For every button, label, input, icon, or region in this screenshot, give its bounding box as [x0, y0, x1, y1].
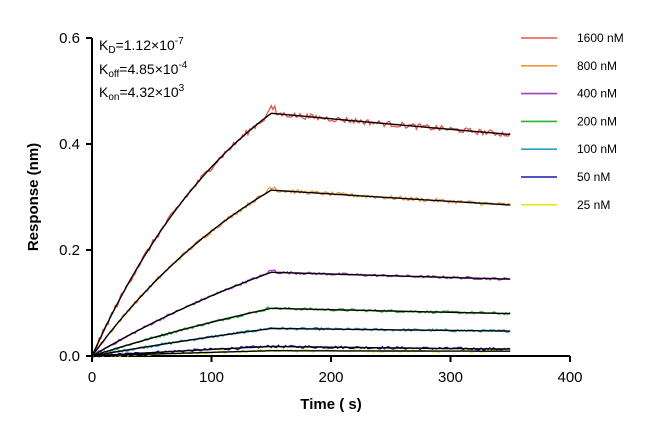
kon-annotation: Kon=4.32×103 — [99, 83, 185, 103]
series-trace — [91, 269, 511, 357]
x-tick-label: 400 — [557, 369, 582, 386]
legend-label: 1600 nM — [577, 31, 624, 45]
legend-label: 100 nM — [577, 142, 617, 156]
x-tick-label: 200 — [318, 369, 343, 386]
fit-curve — [91, 112, 511, 357]
legend-label: 200 nM — [577, 114, 617, 128]
y-tick-label: 0.6 — [59, 30, 80, 47]
legend-label: 25 nM — [577, 198, 610, 212]
fit-layer — [91, 112, 511, 357]
x-tick-label: 0 — [88, 369, 96, 386]
x-tick-label: 100 — [199, 369, 224, 386]
y-axis-title: Response (nm) — [25, 143, 42, 251]
fit-curve — [91, 345, 511, 357]
x-tick-label: 300 — [438, 369, 463, 386]
fit-curve — [91, 307, 511, 357]
fit-curve — [91, 327, 511, 357]
ticks: 0 100 200 300 400 0.0 0.2 0.4 0.6 — [59, 30, 582, 386]
legend-label: 800 nM — [577, 59, 617, 73]
legend-label: 50 nM — [577, 170, 610, 184]
legend-label: 400 nM — [577, 87, 617, 101]
y-tick-label: 0.4 — [59, 136, 80, 153]
y-tick-label: 0.2 — [59, 242, 80, 259]
series-trace — [91, 104, 511, 357]
y-tick-label: 0.0 — [59, 348, 80, 365]
legend: 1600 nM 800 nM 400 nM 200 nM 100 nM 50 nM 25 n… — [521, 31, 624, 212]
kd-annotation: KD=1.12×10-7 — [99, 36, 184, 56]
fit-curve — [91, 189, 511, 357]
series-layer — [91, 104, 511, 358]
fit-curve — [91, 271, 511, 357]
fit-curve — [91, 350, 511, 357]
kinetic-constants: KD=1.12×10-7 Koff=4.85×10-4 Kon=4.32×103 — [99, 36, 188, 103]
x-axis-title: Time ( s) — [300, 396, 361, 413]
koff-annotation: Koff=4.85×10-4 — [99, 60, 188, 80]
